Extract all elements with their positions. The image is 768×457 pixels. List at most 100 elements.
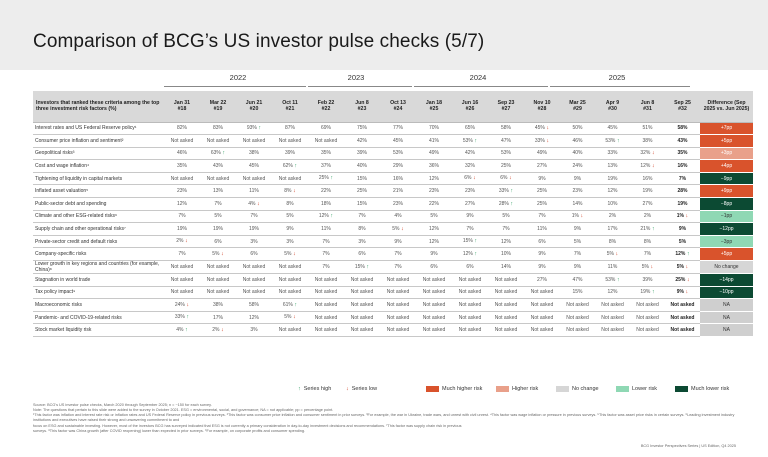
difference-cell: +3pp xyxy=(700,147,753,161)
cell-value: Not asked xyxy=(458,289,482,296)
table-cell: Not asked xyxy=(164,286,200,300)
table-cell: 38% xyxy=(236,147,272,161)
series-high-arrow-icon: ↑ xyxy=(292,162,298,169)
table-cell: 9% xyxy=(560,260,595,275)
cell-value: 7% xyxy=(250,213,258,220)
row-label: Macroeconomic risks xyxy=(33,298,164,312)
table-row: Lower growth in key regions and countrie… xyxy=(33,260,753,275)
cell-value: Not asked xyxy=(170,175,194,182)
year-rule-2022 xyxy=(164,86,306,87)
table-cell: 21% xyxy=(380,184,416,199)
table-cell: Not asked xyxy=(416,273,452,287)
table-cell: 3% xyxy=(236,235,272,249)
cell-value: Not asked xyxy=(422,289,446,296)
table-cell: 15% ↑ xyxy=(344,260,380,275)
table-row: Interest rates and US Federal Reserve po… xyxy=(33,122,753,136)
cell-value: 42% xyxy=(356,137,367,144)
criteria-header: Investors that ranked these criteria amo… xyxy=(33,91,164,123)
table-cell: 5% ↓ xyxy=(272,311,308,325)
cell-value: 50% xyxy=(572,125,583,132)
table-cell: 7% xyxy=(164,210,200,224)
table-cell: 32% xyxy=(452,159,488,173)
table-cell: Not asked xyxy=(164,260,200,275)
cell-value: 17% xyxy=(212,314,223,321)
cell-value: 15% xyxy=(356,200,367,207)
cell-value: 23% xyxy=(572,188,583,195)
table-cell: 16% xyxy=(380,172,416,186)
table-cell: 45% ↓ xyxy=(524,122,560,136)
year-label-2024: 2024 xyxy=(469,73,487,82)
column-survey-number: #19 xyxy=(213,106,223,113)
table-cell: Not asked xyxy=(308,323,344,337)
series-high-arrow-icon: ↑ xyxy=(472,238,478,245)
table-cell: 53% xyxy=(380,147,416,161)
series-low-arrow-icon: ↓ xyxy=(399,225,404,232)
cell-value: Not asked xyxy=(350,327,374,334)
table-cell: 21% ↑ xyxy=(630,222,665,236)
cell-value: Not asked xyxy=(350,289,374,296)
table-row: Pandemic- and COVID-19-related risks 33% … xyxy=(33,311,753,325)
table-cell: 9% xyxy=(380,235,416,249)
cell-value: 5% xyxy=(573,238,582,245)
table-cell: 8% xyxy=(630,235,665,249)
cell-value: 14% xyxy=(572,200,583,207)
table-cell: 8% ↓ xyxy=(272,184,308,199)
table-cell: 9% xyxy=(524,260,560,275)
cell-value: 5% xyxy=(502,213,510,220)
series-low-arrow-icon: ↓ xyxy=(685,276,690,283)
series-low-arrow-icon: ↓ xyxy=(219,250,224,257)
cell-value: 1% xyxy=(676,213,684,220)
table-cell: Not asked xyxy=(164,273,200,287)
legend-label: Series low xyxy=(351,386,378,392)
table-cell: 19% xyxy=(236,222,272,236)
table-row: Supply chain and other operational risks… xyxy=(33,222,753,236)
table-cell: Not asked xyxy=(524,323,560,337)
table-cell: 19% xyxy=(665,197,700,211)
cell-value: Not asked xyxy=(422,302,446,309)
cell-value: 24% xyxy=(174,301,185,308)
cell-value: 6% xyxy=(430,264,438,271)
cell-value: 7% xyxy=(178,251,186,258)
cell-value: 25% xyxy=(536,200,547,207)
table-cell: 39% xyxy=(344,147,380,161)
legend-label: Much lower risk xyxy=(691,386,730,392)
cell-value: Not asked xyxy=(242,175,266,182)
year-label-2025: 2025 xyxy=(608,73,626,82)
table-cell: Not asked xyxy=(630,323,665,337)
table-cell: 70% xyxy=(416,122,452,136)
year-rule-2023 xyxy=(308,86,412,87)
cell-value: 39% xyxy=(642,276,653,283)
cell-value: 32% xyxy=(640,150,651,157)
table-cell: 25% ↓ xyxy=(665,273,700,287)
cell-value: 7% xyxy=(538,213,546,220)
table-cell: 23% xyxy=(164,184,200,199)
cell-value: 53% xyxy=(605,276,616,283)
table-cell: 8% xyxy=(272,197,308,211)
series-low-arrow-icon: ↓ xyxy=(683,213,689,220)
cell-value: 12% xyxy=(248,314,259,321)
table-cell: Not asked xyxy=(200,286,236,300)
cell-value: 9% xyxy=(678,226,687,233)
cell-value: Not asked xyxy=(530,314,554,321)
cell-value: 45% xyxy=(534,125,545,131)
cell-value: 15% xyxy=(462,238,473,245)
table-cell: Not asked xyxy=(308,134,344,148)
cell-value: Not asked xyxy=(494,276,518,283)
table-cell: Not asked xyxy=(416,311,452,325)
series-low-arrow-icon: ↓ xyxy=(183,238,188,245)
footnotes: Source: BCG's US investor pulse checks, … xyxy=(33,403,737,434)
arrow-up-icon: ↑ xyxy=(298,386,301,392)
difference-cell: NA xyxy=(700,298,753,312)
cell-value: Not asked xyxy=(494,302,518,309)
column-survey-number: #23 xyxy=(357,106,367,113)
cell-value: 39% xyxy=(356,150,367,157)
legend-label: Higher risk xyxy=(512,386,539,392)
table-cell: 12% xyxy=(416,172,452,186)
table-cell: Not asked xyxy=(272,260,308,275)
cell-value: 23% xyxy=(392,200,403,207)
table-row: Macroeconomic risks 24% ↓ 38% 58% 61% ↑ Not a… xyxy=(33,298,753,312)
difference-cell: +7pp xyxy=(700,122,753,136)
table-cell: 15% ↑ xyxy=(452,235,488,249)
table-cell: 6% xyxy=(236,247,272,262)
table-cell: 5% ↓ xyxy=(665,260,700,275)
